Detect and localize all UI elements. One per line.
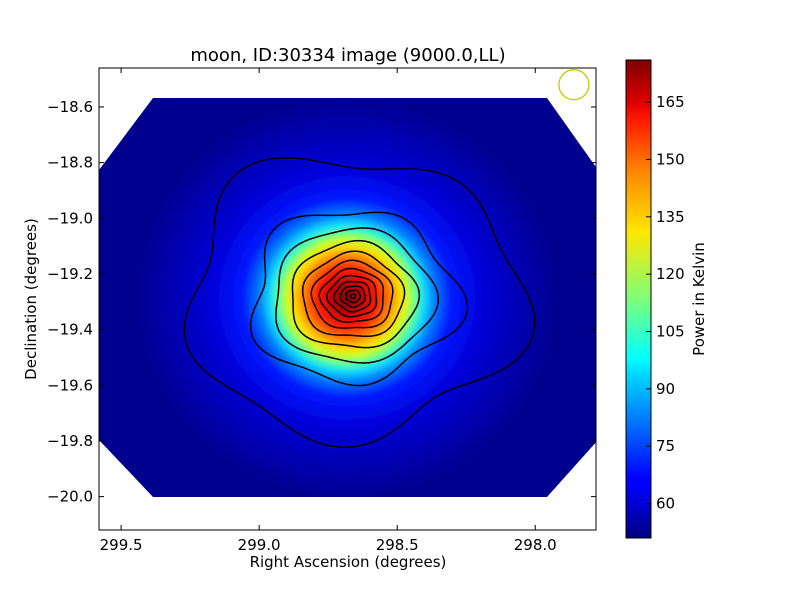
contour-line (301, 250, 406, 338)
contour-line (333, 280, 372, 313)
colorbar-tick-label: 120 (656, 265, 685, 283)
plot-frame (98, 67, 597, 531)
x-tick-label: 298.5 (376, 536, 419, 554)
contour-line (345, 289, 362, 304)
colorbar-tick-label: 105 (656, 323, 685, 341)
contour-line (249, 211, 469, 387)
y-tick-label: −18.8 (47, 154, 93, 172)
colorbar-tick-label: 135 (656, 208, 685, 226)
colorbar-tick-label: 60 (656, 495, 675, 513)
contour-line (183, 156, 536, 449)
colorbar-tick-label: 75 (656, 437, 675, 455)
colorbar-tick-label: 165 (656, 93, 685, 111)
contour-line (310, 259, 394, 329)
contour-line (275, 227, 440, 364)
y-tick-label: −19.0 (47, 209, 93, 227)
y-tick-label: −19.6 (47, 376, 93, 394)
beam-size-marker (558, 69, 590, 101)
x-tick-label: 299.0 (238, 536, 281, 554)
colorbar-tick-label: 150 (656, 150, 685, 168)
contour-lines (183, 156, 536, 449)
x-tick-label: 298.0 (514, 536, 557, 554)
colorbar-label: Power in Kelvin (690, 242, 708, 356)
y-tick-label: −20.0 (47, 488, 93, 506)
colorbar-gradient (626, 60, 651, 538)
colorbar: 60 75 90 105 120 135 150 165 Power in Kelvin (625, 59, 708, 539)
y-tick-label: −19.4 (47, 321, 93, 339)
y-axis-title: Declination (degrees) (22, 218, 40, 380)
plot-area: 299.5 299.0 298.5 298.0 −18.6 −18.8 −19.0 −19.… (47, 67, 597, 554)
y-tick-label: −19.2 (47, 265, 93, 283)
x-tick-label: 299.5 (100, 536, 143, 554)
x-axis-ticks: 299.5 299.0 298.5 298.0 (100, 68, 557, 554)
contour-line (326, 274, 378, 318)
contour-line (291, 239, 421, 349)
colorbar-tick-label: 90 (656, 380, 675, 398)
colorbar-frame (625, 59, 652, 539)
contour-line (349, 293, 357, 300)
colorbar-ticks: 60 75 90 105 120 135 150 165 (646, 93, 685, 513)
y-axis-ticks: −18.6 −18.8 −19.0 −19.2 −19.4 −19.6 −19.8 −20.0 (47, 98, 596, 506)
moon-intensity-image (99, 98, 596, 497)
contour-line (318, 267, 385, 323)
contour-line (339, 285, 367, 308)
y-tick-label: −19.8 (47, 432, 93, 450)
chart-title: moon, ID:30334 image (9000.0,LL) (190, 45, 505, 66)
y-tick-label: −18.6 (47, 98, 93, 116)
x-axis-title: Right Ascension (degrees) (250, 553, 447, 571)
